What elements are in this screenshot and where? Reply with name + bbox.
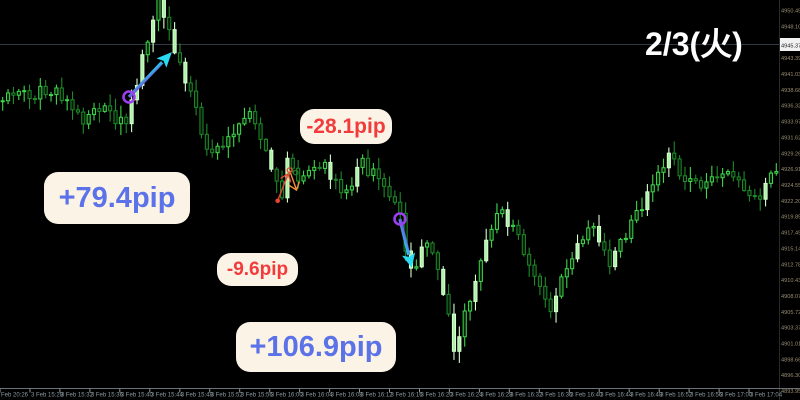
svg-text:4936.32: 4936.32 <box>781 104 800 110</box>
svg-text:4903.37: 4903.37 <box>781 326 800 332</box>
svg-text:3 Feb 16:00: 3 Feb 16:00 <box>271 393 304 399</box>
svg-text:3 Feb 15:44: 3 Feb 15:44 <box>151 393 184 399</box>
svg-text:3 Feb 16:28: 3 Feb 16:28 <box>480 393 513 399</box>
svg-text:4931.62: 4931.62 <box>781 135 800 141</box>
svg-text:4945.37: 4945.37 <box>781 44 800 50</box>
svg-text:3 Feb 16:20: 3 Feb 16:20 <box>421 393 454 399</box>
svg-text:4938.68: 4938.68 <box>781 88 800 94</box>
svg-text:3 Feb 15:32: 3 Feb 15:32 <box>61 393 94 399</box>
svg-text:4929.26: 4929.26 <box>781 151 800 157</box>
svg-text:3 Feb 16:04: 3 Feb 16:04 <box>301 393 334 399</box>
svg-text:3 Feb 16:44: 3 Feb 16:44 <box>600 393 633 399</box>
svg-text:4943.39: 4943.39 <box>781 56 800 62</box>
svg-text:3 Feb 16:32: 3 Feb 16:32 <box>510 393 543 399</box>
svg-text:Feb 20:26: Feb 20:26 <box>1 393 29 399</box>
svg-text:3 Feb 16:36: 3 Feb 16:36 <box>540 393 573 399</box>
svg-text:4922.20: 4922.20 <box>781 199 800 205</box>
svg-text:4901.01: 4901.01 <box>781 342 800 348</box>
svg-text:4919.85: 4919.85 <box>781 215 800 221</box>
svg-text:4948.10: 4948.10 <box>781 25 800 31</box>
svg-text:4950.45: 4950.45 <box>781 9 800 15</box>
svg-text:3 Feb 16:24: 3 Feb 16:24 <box>450 393 483 399</box>
svg-text:3 Feb 15:48: 3 Feb 15:48 <box>181 393 214 399</box>
svg-text:4933.97: 4933.97 <box>781 120 800 126</box>
svg-text:4893.95: 4893.95 <box>781 389 800 395</box>
svg-text:3 Feb 16:12: 3 Feb 16:12 <box>361 393 394 399</box>
svg-text:4896.30: 4896.30 <box>781 373 800 379</box>
svg-text:3 Feb 16:56: 3 Feb 16:56 <box>690 393 723 399</box>
svg-text:4908.07: 4908.07 <box>781 294 800 300</box>
svg-text:3 Feb 16:16: 3 Feb 16:16 <box>391 393 424 399</box>
svg-text:4915.14: 4915.14 <box>781 246 800 252</box>
svg-text:3 Feb 15:36: 3 Feb 15:36 <box>91 393 124 399</box>
svg-text:4917.49: 4917.49 <box>781 231 800 237</box>
svg-text:3 Feb 15:52: 3 Feb 15:52 <box>211 393 244 399</box>
svg-text:3 Feb 16:08: 3 Feb 16:08 <box>331 393 364 399</box>
svg-text:4912.78: 4912.78 <box>781 262 800 268</box>
svg-text:3 Feb 15:40: 3 Feb 15:40 <box>121 393 154 399</box>
svg-text:3 Feb 17:00: 3 Feb 17:00 <box>720 393 753 399</box>
svg-text:3 Feb 17:04: 3 Feb 17:04 <box>750 393 783 399</box>
svg-text:4924.55: 4924.55 <box>781 183 800 189</box>
svg-text:4941.03: 4941.03 <box>781 72 800 78</box>
svg-text:4910.43: 4910.43 <box>781 278 800 284</box>
svg-text:4898.66: 4898.66 <box>781 357 800 363</box>
svg-text:4926.91: 4926.91 <box>781 167 800 173</box>
svg-text:3 Feb 15:56: 3 Feb 15:56 <box>241 393 274 399</box>
svg-text:4905.72: 4905.72 <box>781 310 800 316</box>
svg-text:3 Feb 16:40: 3 Feb 16:40 <box>570 393 603 399</box>
svg-text:3 Feb 16:48: 3 Feb 16:48 <box>630 393 663 399</box>
svg-text:3 Feb 16:52: 3 Feb 16:52 <box>660 393 693 399</box>
svg-text:3 Feb 15:28: 3 Feb 15:28 <box>31 393 64 399</box>
